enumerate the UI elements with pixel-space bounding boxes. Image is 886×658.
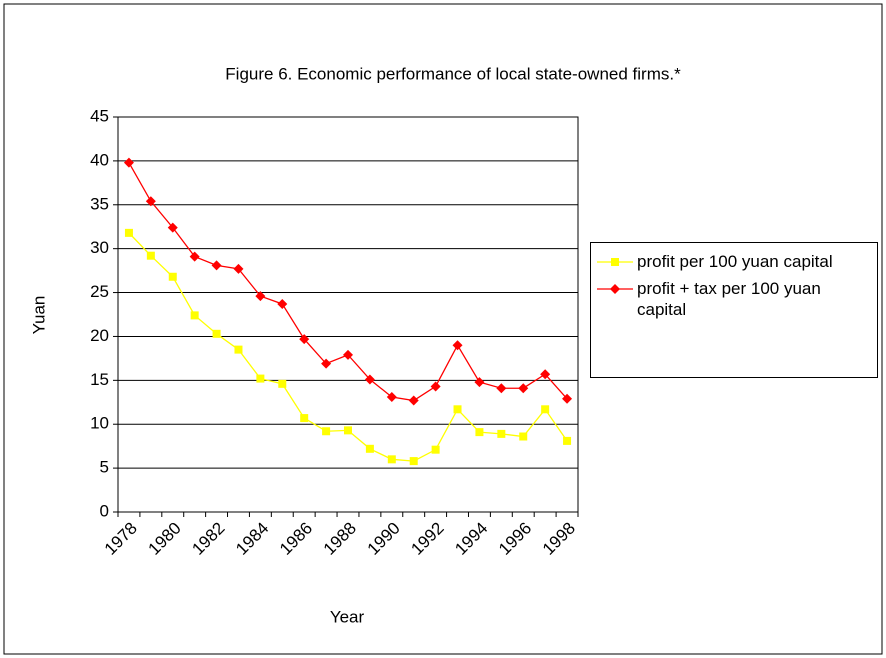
y-tick-label: 30 [90, 238, 109, 257]
legend-label: profit + tax per 100 yuan capital [637, 279, 821, 319]
marker [189, 251, 200, 262]
y-tick-label: 35 [90, 194, 109, 213]
marker [123, 157, 134, 168]
marker [124, 228, 133, 237]
marker [167, 222, 178, 233]
marker [408, 395, 419, 406]
marker [541, 405, 550, 414]
marker [344, 426, 352, 435]
marker [519, 432, 528, 441]
marker [234, 345, 243, 354]
marker [168, 272, 177, 281]
marker [300, 414, 309, 423]
y-tick-label: 45 [90, 106, 109, 125]
y-tick-label: 15 [90, 370, 109, 389]
marker [518, 383, 529, 394]
marker [563, 436, 572, 445]
marker [540, 369, 551, 380]
marker [475, 428, 484, 437]
marker [299, 334, 310, 345]
marker [278, 379, 287, 388]
marker [277, 298, 288, 309]
marker [256, 374, 265, 383]
marker [321, 358, 332, 369]
y-tick-label: 0 [100, 501, 109, 520]
y-tick-label: 25 [90, 282, 109, 301]
marker [452, 340, 463, 351]
legend: profit per 100 yuan capital profit + tax … [590, 242, 878, 378]
legend-swatch [597, 284, 633, 294]
marker [610, 284, 620, 294]
marker [474, 377, 485, 388]
marker [212, 329, 221, 338]
plot-border [117, 116, 579, 513]
y-tick-label: 5 [100, 458, 109, 477]
marker [497, 429, 506, 438]
marker [387, 455, 396, 464]
marker [611, 258, 619, 266]
legend-entry: profit per 100 yuan capital [597, 251, 871, 272]
legend-swatch [597, 258, 633, 266]
marker [322, 427, 331, 436]
marker [386, 392, 397, 403]
y-tick-label: 10 [90, 414, 109, 433]
marker [343, 349, 353, 360]
legend-label: profit per 100 yuan capital [637, 252, 833, 271]
marker [430, 381, 441, 392]
y-tick-label: 40 [90, 150, 109, 169]
y-axis-label: Yuan [29, 296, 48, 335]
marker [409, 457, 418, 466]
marker [496, 383, 507, 394]
legend-entry: profit + tax per 100 yuan capital [597, 278, 871, 320]
plot-area [118, 117, 578, 512]
marker [364, 374, 375, 385]
x-axis-label: Year [330, 607, 365, 626]
marker [146, 251, 155, 260]
marker [431, 445, 440, 454]
marker [453, 405, 462, 414]
chart-title: Figure 6. Economic performance of local … [225, 64, 681, 83]
marker [190, 311, 199, 320]
marker [562, 393, 573, 404]
marker [255, 291, 266, 302]
marker [233, 263, 244, 274]
marker [145, 196, 156, 207]
y-tick-label: 20 [90, 326, 109, 345]
marker [365, 444, 374, 453]
marker [211, 260, 222, 271]
